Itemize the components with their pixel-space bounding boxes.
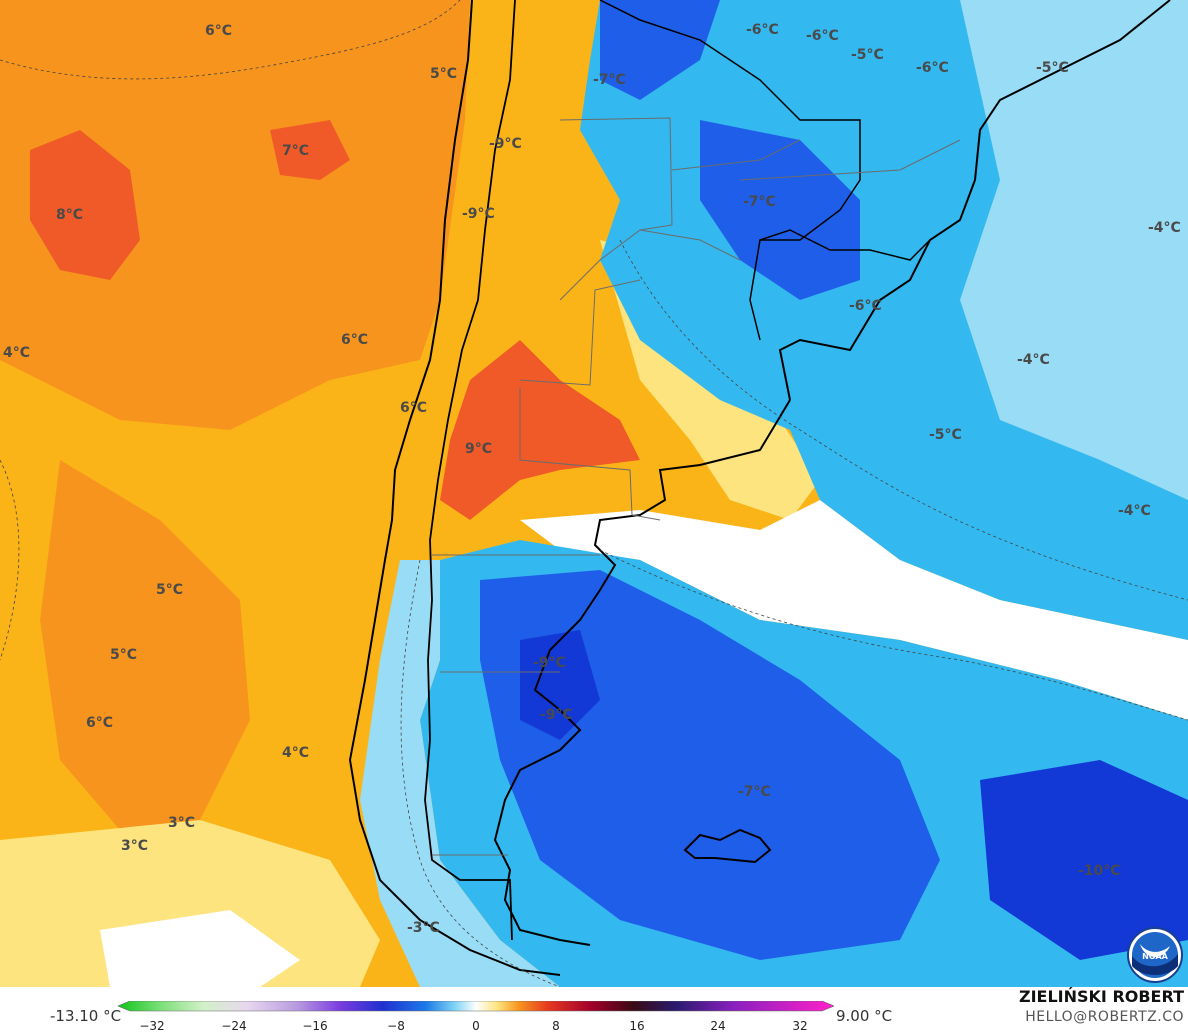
warm-land: [400, 0, 820, 720]
temp-label: 3°C: [121, 838, 148, 854]
scale-tick: 32: [792, 1019, 807, 1033]
scale-tick: −32: [139, 1019, 164, 1033]
coastline-uruguay-brazil: [778, 0, 1171, 401]
cold-coast-light: [360, 560, 560, 987]
temp-label: 6°C: [400, 400, 427, 416]
hot-spot-west: [30, 130, 140, 280]
temp-label: -9°C: [533, 655, 566, 671]
temperature-labels: 6°C 5°C 7°C 8°C 4°C 6°C 6°C 9°C 5°C 5°C …: [3, 22, 1181, 936]
scale-tick: 24: [710, 1019, 725, 1033]
temp-label: 5°C: [110, 647, 137, 663]
temp-label: -5°C: [1036, 60, 1069, 76]
scale-tick: −16: [302, 1019, 327, 1033]
temp-label: -4°C: [1148, 220, 1181, 236]
cold-deep-north: [600, 0, 720, 100]
temp-label: 5°C: [430, 66, 457, 82]
neutral-band: [520, 500, 1188, 720]
border-argentina-chile: [424, 0, 516, 941]
temp-label: -7°C: [738, 784, 771, 800]
temp-label: -9°C: [489, 136, 522, 152]
scale-tick: −24: [221, 1019, 246, 1033]
white-patch-sw: [100, 910, 300, 987]
temp-label: 9°C: [465, 441, 492, 457]
temp-label: 3°C: [168, 815, 195, 831]
author-name: ZIELIŃSKI ROBERT: [1018, 987, 1184, 1006]
province-borders: [432, 117, 961, 856]
legend-min-value: -13.10 °C: [50, 1007, 122, 1025]
temp-label: 6°C: [86, 715, 113, 731]
temp-label: 4°C: [3, 345, 30, 361]
cold-deep-land: [700, 120, 860, 300]
scale-tick: 16: [629, 1019, 644, 1033]
temp-label: -5°C: [929, 427, 962, 443]
falkland-islands: [683, 828, 772, 864]
temp-label: -7°C: [593, 72, 626, 88]
temp-label: 6°C: [205, 23, 232, 39]
temp-label: -10°C: [1078, 863, 1121, 879]
cold-south-deep: [480, 570, 940, 960]
temp-label: 5°C: [156, 582, 183, 598]
warm-core-left: [40, 460, 250, 830]
scale-tick: 0: [472, 1019, 480, 1033]
hot-land: [440, 340, 640, 520]
temp-label: -4°C: [1118, 503, 1151, 519]
coastline-chile: [348, 0, 561, 976]
legend-max-value: 9.00 °C: [836, 1007, 893, 1025]
temp-label: -4°C: [1017, 352, 1050, 368]
isotherm-lines: [0, 0, 1188, 987]
warm-light-south: [0, 820, 380, 987]
temperature-map: 6°C 5°C 7°C 8°C 4°C 6°C 6°C 9°C 5°C 5°C …: [0, 0, 1188, 987]
scale-tick: −8: [387, 1019, 405, 1033]
author-email[interactable]: HELLO@ROBERTZ.CO: [1025, 1009, 1184, 1025]
cold-east-light: [960, 0, 1188, 500]
temp-label: -3°C: [407, 920, 440, 936]
temp-label: -6°C: [916, 60, 949, 76]
color-scale: −32 −24 −16 −8 0 8 16 24 32: [118, 1001, 834, 1033]
temp-label: -9°C: [540, 707, 573, 723]
temp-label: -9°C: [462, 206, 495, 222]
cold-south-deepest: [520, 630, 600, 740]
logo-text: NOAA: [1142, 952, 1168, 961]
temp-label: 6°C: [341, 332, 368, 348]
temp-label: 4°C: [282, 745, 309, 761]
noaa-logo: NOAA: [1126, 926, 1184, 984]
cold-far-southeast: [980, 760, 1188, 960]
coastline-argentina: [493, 399, 791, 946]
temp-label: 7°C: [282, 143, 309, 159]
border-bolivia-paraguay: [599, 0, 861, 341]
temp-label: -6°C: [849, 298, 882, 314]
border-uruguay: [759, 229, 931, 261]
temp-label: -7°C: [743, 194, 776, 210]
temp-label: 8°C: [56, 207, 83, 223]
warm-core: [0, 0, 470, 430]
temp-label: -6°C: [746, 22, 779, 38]
legend-bar: -13.10 °C: [0, 987, 1188, 1035]
hot-spot-center: [270, 120, 350, 180]
temp-label: -6°C: [806, 28, 839, 44]
scale-tick: 8: [552, 1019, 560, 1033]
temp-label: -5°C: [851, 47, 884, 63]
